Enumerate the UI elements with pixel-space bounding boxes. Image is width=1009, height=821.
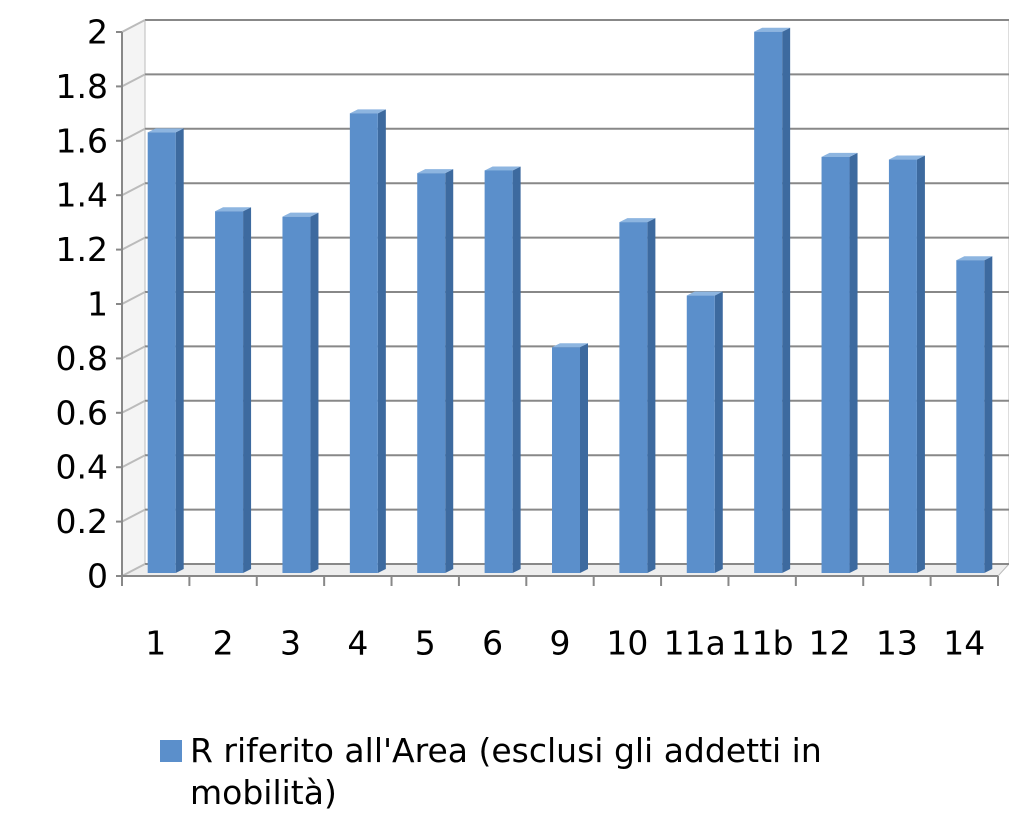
bar-top: [349, 109, 386, 114]
grid-line-side: [121, 563, 146, 577]
grid-line-side: [121, 182, 146, 197]
x-tick-label: 14: [943, 624, 985, 663]
bar-top: [754, 27, 791, 32]
bar: [956, 256, 993, 573]
bar-side: [445, 169, 454, 573]
x-tick-label: 11a: [664, 624, 726, 663]
bar-front: [484, 170, 513, 573]
bar-top: [282, 212, 319, 217]
bar-side: [243, 207, 252, 574]
bar: [552, 343, 588, 573]
x-tick-label: 3: [280, 624, 301, 663]
grid-line-side: [121, 73, 146, 88]
bar: [754, 27, 791, 574]
bar-side: [916, 155, 925, 573]
y-tick-label: 2: [87, 13, 108, 52]
bar-front: [619, 222, 648, 573]
bar-front: [147, 132, 176, 574]
grid-line-side: [121, 345, 146, 360]
grid-line-side: [121, 19, 146, 33]
bar-side: [512, 166, 521, 573]
grid-line-side: [121, 291, 146, 305]
x-tick-label: 5: [415, 624, 436, 663]
bar: [349, 109, 386, 573]
x-tick-label: 11b: [731, 624, 794, 663]
x-tick-label: 2: [213, 624, 234, 663]
bar-side: [714, 291, 723, 573]
bar-front: [686, 295, 715, 573]
bar: [619, 218, 656, 573]
bar: [686, 291, 723, 573]
x-tick-label: 13: [876, 624, 918, 663]
bar-front: [956, 260, 985, 573]
x-tick-label: 12: [809, 624, 851, 663]
bar-top: [147, 128, 184, 133]
bar: [147, 128, 184, 574]
bar-front: [282, 216, 311, 573]
y-tick-label: 1.2: [56, 230, 108, 269]
bar: [282, 212, 319, 573]
bar-side: [647, 218, 656, 573]
grid-line-side: [121, 454, 146, 469]
bar-front: [349, 113, 378, 573]
bar-side: [175, 128, 184, 574]
bar-top: [552, 343, 588, 348]
legend: R riferito all'Area (esclusi gli addetti…: [160, 730, 860, 814]
bar-top: [215, 207, 252, 212]
bar: [821, 152, 858, 573]
x-tick-label: 6: [482, 624, 503, 663]
y-tick-label: 0.8: [56, 339, 108, 378]
grid-line-side: [121, 399, 146, 414]
bar-top: [686, 291, 723, 296]
bar: [417, 169, 454, 573]
y-tick-label: 0: [87, 557, 108, 596]
x-tick-label: 4: [347, 624, 368, 663]
y-tick-label: 1.6: [56, 121, 108, 160]
bar-top: [484, 166, 521, 171]
bar-side: [782, 27, 791, 574]
bar-side: [580, 343, 588, 573]
bar-top: [956, 256, 993, 261]
bar-front: [821, 156, 850, 573]
x-tick-label: 10: [606, 624, 648, 663]
x-tick-label: 1: [145, 624, 166, 663]
y-tick-label: 1: [87, 285, 108, 324]
bar: [215, 207, 252, 574]
bar-top: [821, 152, 858, 157]
bar-side: [849, 152, 858, 573]
y-tick-label: 1.4: [56, 176, 108, 215]
x-tick-label: 9: [550, 624, 571, 663]
y-tick-label: 1.8: [56, 67, 108, 106]
bar-front: [888, 159, 917, 573]
bar-front: [417, 173, 446, 573]
bar-front: [754, 31, 783, 574]
bar-top: [417, 169, 454, 174]
legend-label: R riferito all'Area (esclusi gli addetti…: [190, 731, 822, 812]
bar-side: [377, 109, 386, 573]
bar-top: [619, 218, 656, 223]
bar-front: [552, 347, 580, 573]
bar: [484, 166, 521, 573]
bar-top: [888, 155, 925, 160]
grid-line-side: [121, 127, 146, 142]
legend-swatch: [160, 740, 182, 762]
bar: [888, 155, 925, 573]
y-tick-label: 0.4: [56, 448, 108, 487]
grid-line-side: [121, 236, 146, 251]
grid-line-side: [121, 508, 146, 523]
y-tick-label: 0.2: [56, 502, 108, 541]
y-tick-label: 0.6: [56, 393, 108, 432]
bar-side: [310, 212, 319, 573]
bar-front: [215, 211, 244, 574]
bar-side: [984, 256, 993, 573]
